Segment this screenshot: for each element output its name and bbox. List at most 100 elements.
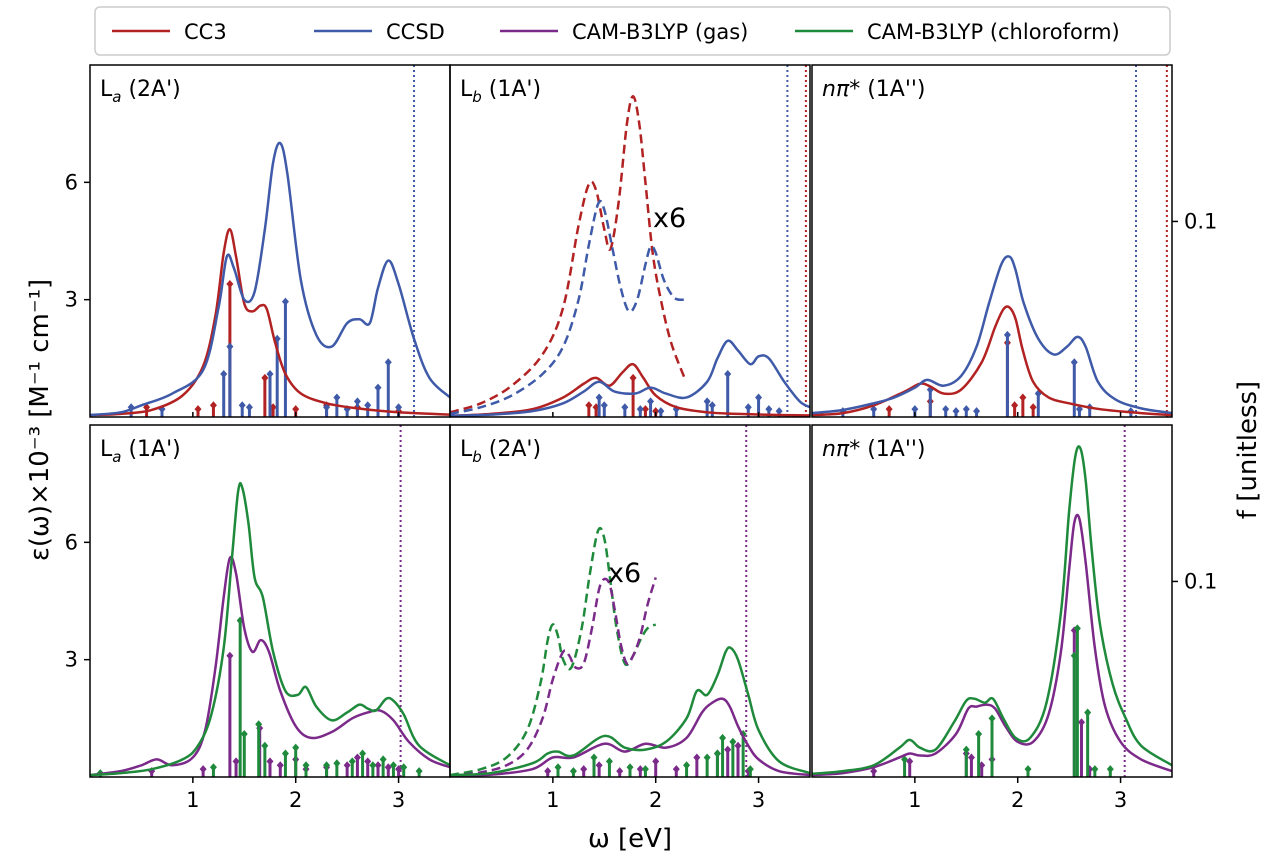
panel-plot-top-middle [450, 65, 810, 417]
panel-plot-bottom-left [90, 425, 450, 777]
series-line-top-middle-1 [450, 199, 685, 416]
series-line-top-middle-2 [450, 362, 810, 417]
stick-marker-bottom-middle-1-6 [683, 761, 691, 770]
stick-marker-bottom-left-1-15 [389, 761, 397, 770]
stick-marker-bottom-right-1-8 [1091, 765, 1099, 774]
panel-title-main-top-right: nπ* [822, 77, 860, 102]
right-tick-label-bottom-right-0: 0.1 [1184, 569, 1217, 593]
stick-marker-bottom-left-0-10 [343, 761, 351, 770]
stick-marker-bottom-right-0-0 [870, 767, 878, 776]
y-axis-label-left: ε(ω)×10⁻³ [M⁻¹ cm⁻¹] [25, 279, 55, 561]
panel-title-main-top-middle: L [460, 77, 473, 102]
x-tick-label-bottom-middle-2: 3 [752, 788, 765, 812]
left-tick-label-bottom-left-1: 6 [65, 530, 78, 554]
right-tick-label-top-right-0: 0.1 [1184, 209, 1217, 233]
panel-bottom-right: nπ* (1A'') 0.1 1 2 3 [811, 424, 1217, 812]
series-line-top-right-1 [812, 255, 1172, 415]
stick-marker-bottom-left-1-11 [348, 757, 356, 766]
series-line-bottom-left-0 [90, 555, 450, 777]
panel-title-main-bottom-middle: L [460, 437, 473, 462]
stick-marker-bottom-left-1-13 [369, 761, 377, 770]
stick-marker-bottom-left-1-3 [240, 729, 248, 738]
stick-marker-bottom-middle-0-6 [672, 765, 680, 774]
series-line-top-left-1 [90, 141, 450, 417]
stick-marker-bottom-left-1-16 [400, 763, 408, 772]
stick-marker-bottom-left-1-7 [292, 743, 300, 752]
panel-title-bottom-middle: Lb (2A') [460, 437, 541, 466]
panel-frame-bottom-right [811, 424, 1173, 778]
stick-marker-bottom-right-1-7 [1084, 708, 1092, 717]
stick-marker-bottom-left-0-12 [364, 757, 372, 766]
y-axis-label-right: f [unitless] [1233, 381, 1263, 519]
stick-marker-top-middle-0-0 [585, 401, 593, 410]
stick-marker-top-left-1-8 [281, 297, 289, 306]
series-line-top-right-0 [812, 305, 1172, 417]
panel-plot-bottom-middle [450, 425, 810, 777]
stick-marker-top-middle-1-0 [595, 393, 603, 402]
stick-marker-top-right-0-4 [1019, 393, 1027, 402]
stick-marker-top-middle-1-13 [775, 407, 783, 416]
stick-marker-top-left-1-5 [245, 403, 253, 412]
panel-title-rest-bottom-right: (1A'') [860, 437, 925, 462]
panel-bottom-left: La (1A') 3 6 1 2 3 [65, 424, 451, 812]
panel-title-main-top-left: L [100, 77, 113, 102]
stick-marker-bottom-right-1-6 [1073, 624, 1081, 633]
stick-marker-bottom-middle-0-3 [616, 767, 624, 776]
panel-plot-top-left [90, 65, 450, 417]
stick-marker-top-right-0-3 [1011, 401, 1019, 410]
stick-marker-top-middle-1-4 [647, 397, 655, 406]
x-tick-label-bottom-right-1: 2 [1011, 788, 1024, 812]
stick-marker-bottom-right-1-9 [1106, 765, 1114, 774]
panels: La (2A') 3 6 Lb (1A') x6 nπ* (1A'') 0.1 La (1A'… [65, 64, 1217, 812]
stick-marker-bottom-left-1-9 [323, 761, 331, 770]
panel-bottom-middle: Lb (2A') x6 1 2 3 [449, 424, 811, 812]
stick-marker-bottom-middle-0-10 [734, 741, 742, 750]
left-tick-label-top-left-0: 3 [65, 288, 78, 312]
stick-marker-top-middle-1-7 [703, 397, 711, 406]
stick-marker-bottom-left-0-5 [266, 757, 274, 766]
panel-title-sub-top-left: a [112, 88, 121, 106]
stick-marker-bottom-middle-0-5 [652, 757, 660, 766]
x-tick-label-bottom-middle-1: 2 [649, 788, 662, 812]
stick-marker-top-left-0-2 [209, 401, 217, 410]
stick-marker-top-right-1-4 [942, 405, 950, 414]
stick-marker-top-left-0-3 [226, 280, 234, 289]
stick-marker-bottom-left-1-4 [255, 720, 263, 729]
legend-frame [94, 6, 1171, 56]
stick-marker-top-middle-0-4 [652, 407, 660, 416]
panel-title-bottom-right: nπ* (1A'') [822, 437, 926, 462]
stick-marker-bottom-middle-0-1 [580, 765, 588, 774]
panel-title-top-right: nπ* (1A'') [822, 77, 926, 102]
stick-marker-bottom-right-0-7 [1077, 718, 1085, 727]
panel-annotation-bottom-middle: x6 [608, 558, 641, 589]
stick-marker-top-left-1-4 [238, 401, 246, 410]
stick-marker-bottom-left-1-12 [359, 749, 367, 758]
stick-marker-top-middle-1-10 [744, 403, 752, 412]
series-line-top-middle-0 [450, 95, 686, 414]
stick-marker-bottom-middle-0-9 [724, 745, 732, 754]
stick-marker-bottom-middle-0-0 [544, 767, 552, 776]
stick-marker-top-left-1-6 [266, 369, 274, 378]
stick-marker-bottom-middle-1-0 [554, 763, 562, 772]
x-tick-label-bottom-left-2: 3 [392, 788, 405, 812]
stick-marker-top-middle-1-12 [765, 405, 773, 414]
stick-marker-top-middle-1-11 [755, 393, 763, 402]
stick-marker-top-left-1-16 [395, 403, 403, 412]
stick-marker-bottom-middle-1-8 [713, 749, 721, 758]
x-tick-label-bottom-middle-0: 1 [546, 788, 559, 812]
stick-marker-top-middle-1-3 [636, 405, 644, 414]
x-axis-label: ω [eV] [588, 824, 672, 854]
panel-title-sub-bottom-middle: b [472, 448, 482, 466]
x-tick-label-bottom-left-0: 1 [186, 788, 199, 812]
panel-title-rest-bottom-middle: (2A') [482, 437, 541, 462]
stick-marker-bottom-middle-0-7 [693, 753, 701, 762]
stick-marker-bottom-middle-1-12 [746, 765, 754, 774]
series-line-top-left-0 [90, 228, 450, 417]
stick-marker-bottom-left-1-8 [302, 761, 310, 770]
stick-marker-bottom-left-0-13 [374, 761, 382, 770]
series-line-top-middle-3 [450, 339, 810, 417]
series-line-bottom-left-1 [90, 481, 450, 777]
stick-marker-bottom-right-1-1 [962, 745, 970, 754]
stick-marker-bottom-left-1-1 [209, 763, 217, 772]
legend-label-2: CAM-B3LYP (gas) [572, 20, 748, 44]
